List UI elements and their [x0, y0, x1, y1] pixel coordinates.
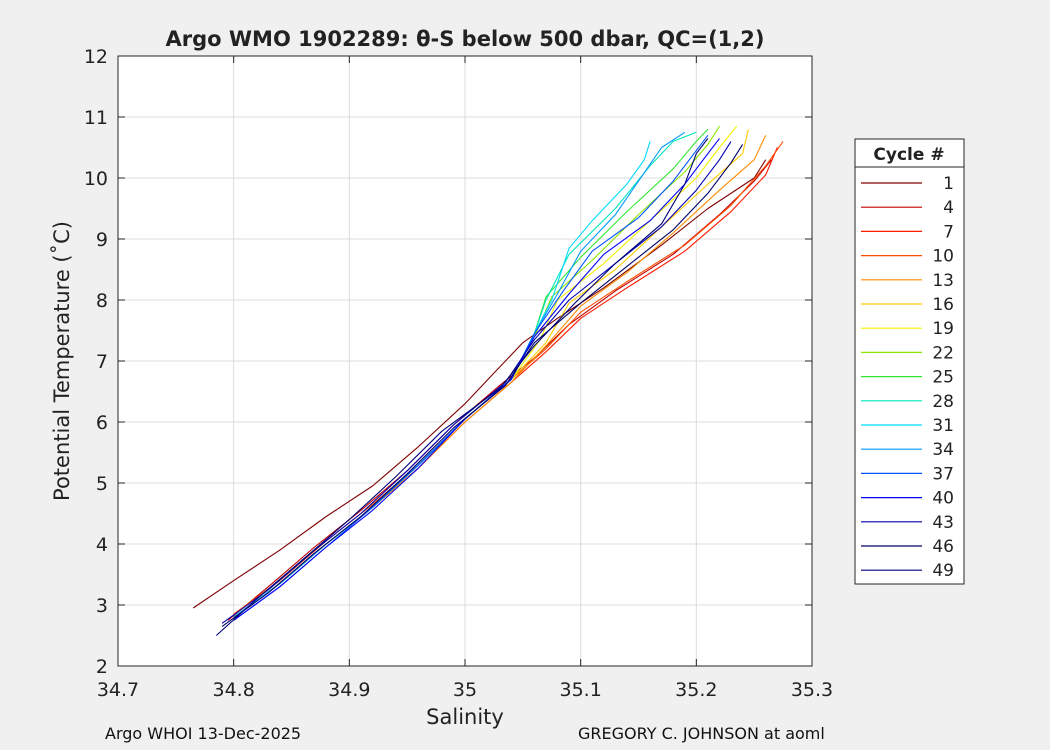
x-tick-label: 34.7 — [97, 679, 139, 701]
legend-label-cycle-7: 7 — [943, 222, 954, 242]
legend-label-cycle-37: 37 — [932, 464, 954, 484]
footer-credit-left: Argo WHOI 13-Dec-2025 — [105, 724, 302, 743]
legend-label-cycle-40: 40 — [932, 489, 954, 509]
y-tick-label: 11 — [84, 107, 108, 129]
x-tick-label: 34.8 — [213, 679, 255, 701]
legend-label-cycle-4: 4 — [943, 198, 954, 218]
legend-label-cycle-25: 25 — [932, 368, 954, 388]
legend-label-cycle-28: 28 — [932, 392, 954, 412]
legend: Cycle # 1 4 7 10 13 16 19 22 25 28 31 34 37 40 43 46 49 — [854, 138, 965, 585]
legend-label-cycle-31: 31 — [932, 416, 954, 436]
legend-title: Cycle # — [873, 145, 944, 165]
y-tick-label: 7 — [96, 351, 108, 373]
y-tick-label: 2 — [96, 656, 108, 678]
ticks: 34.7 34.8 34.9 35 35.1 35.2 35.3 2 3 4 5 6 7 8 9 10 11 12 — [84, 46, 833, 701]
x-axis-label: Salinity — [426, 705, 504, 729]
y-tick-label: 4 — [96, 534, 108, 556]
series-lines — [192, 125, 784, 636]
y-tick-label: 12 — [84, 46, 108, 68]
x-tick-label: 35.1 — [560, 679, 602, 701]
legend-label-cycle-10: 10 — [932, 247, 954, 267]
x-tick-label: 35.3 — [791, 679, 833, 701]
y-tick-label: 5 — [96, 473, 108, 495]
series-line-cycle-1 — [192, 159, 767, 609]
y-tick-label: 10 — [84, 168, 108, 190]
series-line-cycle-49 — [215, 138, 709, 636]
legend-label-cycle-49: 49 — [932, 561, 954, 581]
legend-label-cycle-46: 46 — [932, 537, 954, 557]
series-line-cycle-43 — [221, 141, 732, 624]
legend-box — [854, 138, 965, 585]
legend-label-cycle-34: 34 — [932, 440, 954, 460]
chart-title: Argo WMO 1902289: θ-S below 500 dbar, QC… — [166, 27, 765, 51]
y-tick-label: 6 — [96, 412, 108, 434]
y-tick-label: 9 — [96, 229, 108, 251]
legend-label-cycle-19: 19 — [932, 319, 954, 339]
legend-label-cycle-1: 1 — [943, 174, 954, 194]
legend-label-cycle-13: 13 — [932, 271, 954, 291]
y-tick-label: 3 — [96, 595, 108, 617]
legend-label-cycle-22: 22 — [932, 343, 954, 363]
footer-credit-right: GREGORY C. JOHNSON at aoml — [578, 724, 825, 743]
x-tick-label: 34.9 — [328, 679, 370, 701]
x-tick-label: 35 — [453, 679, 477, 701]
legend-label-cycle-16: 16 — [932, 295, 954, 315]
y-tick-label: 8 — [96, 290, 108, 312]
legend-label-cycle-43: 43 — [932, 513, 954, 533]
series-line-cycle-40 — [233, 138, 720, 621]
y-axis-label: Potential Temperature (˚C) — [50, 221, 74, 501]
x-tick-label: 35.2 — [675, 679, 717, 701]
